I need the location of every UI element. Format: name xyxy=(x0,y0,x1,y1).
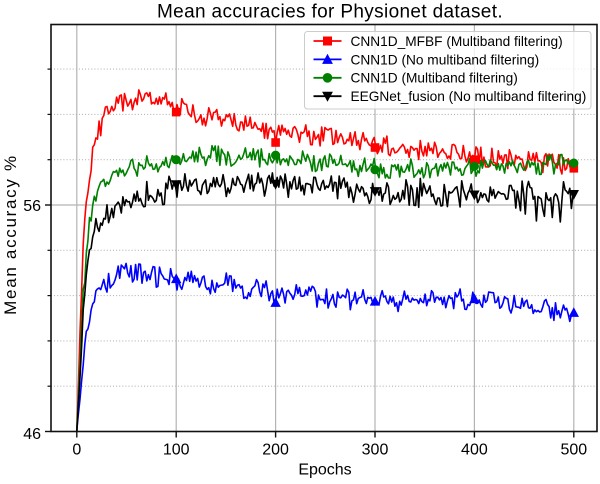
svg-text:Mean accuracy %: Mean accuracy % xyxy=(1,154,20,315)
svg-text:400: 400 xyxy=(461,442,488,459)
svg-text:CNN1D_MFBF (Multiband filterin: CNN1D_MFBF (Multiband filtering) xyxy=(351,34,563,49)
svg-text:Mean accuracies for Physionet: Mean accuracies for Physionet dataset. xyxy=(157,2,503,23)
svg-text:56: 56 xyxy=(23,198,41,215)
svg-text:0: 0 xyxy=(72,442,81,459)
svg-text:500: 500 xyxy=(560,442,587,459)
svg-text:CNN1D (Multiband filtering): CNN1D (Multiband filtering) xyxy=(351,71,518,86)
svg-text:300: 300 xyxy=(362,442,389,459)
svg-text:Epochs: Epochs xyxy=(298,461,351,478)
svg-text:EEGNet_fusion (No multiband fi: EEGNet_fusion (No multiband filtering) xyxy=(351,89,587,104)
svg-text:200: 200 xyxy=(262,442,289,459)
svg-text:CNN1D (No multiband filtering): CNN1D (No multiband filtering) xyxy=(351,52,540,67)
svg-text:46: 46 xyxy=(23,426,41,443)
svg-text:100: 100 xyxy=(163,442,190,459)
